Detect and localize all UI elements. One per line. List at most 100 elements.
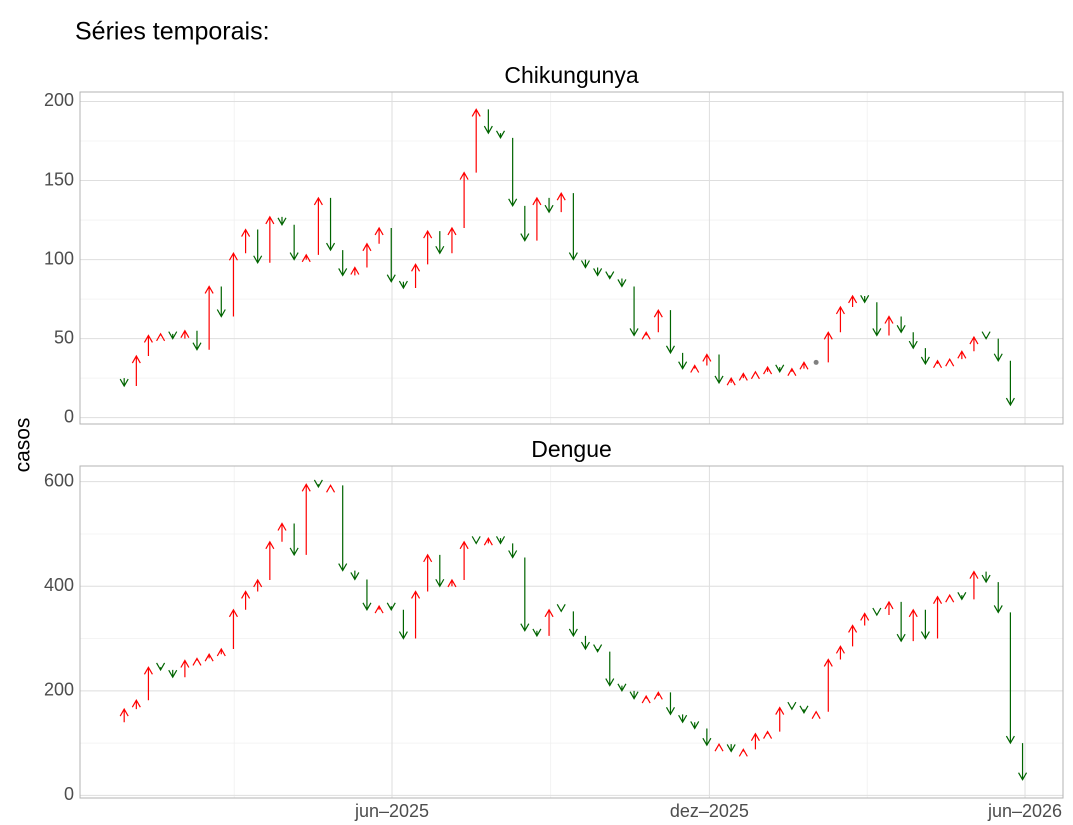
arrow-up	[763, 365, 773, 375]
arrow-up	[823, 331, 833, 363]
x-tick-label: dez–2025	[670, 801, 749, 821]
arrow-down	[338, 485, 348, 572]
arrow-down	[605, 651, 615, 687]
arrow-up	[750, 370, 760, 380]
panel-border	[79, 465, 1064, 799]
arrow-up	[228, 252, 238, 317]
arrow-up	[860, 612, 870, 626]
arrow-down	[471, 536, 481, 545]
arrow-down	[617, 278, 627, 288]
arrow-down	[678, 714, 688, 724]
arrow-down	[993, 338, 1003, 362]
arrow-up	[265, 215, 275, 263]
arrow-down	[629, 690, 639, 700]
arrow-up	[690, 364, 700, 373]
arrow-up	[544, 608, 554, 636]
arrow-down	[508, 543, 518, 559]
arrow-down	[665, 310, 675, 355]
arrow-down	[495, 536, 506, 545]
y-tick-label: 400	[44, 575, 74, 595]
y-tick-label: 50	[54, 327, 74, 347]
arrow-up	[848, 624, 858, 647]
arrow-up	[787, 367, 797, 376]
y-tick-label: 150	[44, 169, 74, 189]
arrow-down	[702, 728, 712, 747]
arrows	[119, 479, 1028, 781]
arrow-up	[884, 315, 894, 336]
arrow-up	[556, 191, 566, 213]
arrow-down	[726, 744, 736, 753]
y-tick-label: 600	[44, 470, 74, 490]
arrow-up	[180, 329, 190, 339]
arrow-down	[872, 302, 882, 337]
arrow-up	[241, 228, 251, 254]
arrow-down	[580, 259, 590, 269]
arrow-up	[908, 608, 918, 642]
arrow-up	[374, 226, 384, 244]
arrow-down	[277, 216, 287, 227]
arrow-down	[289, 523, 299, 557]
arrow-down	[362, 579, 372, 611]
arrow-up	[750, 732, 760, 750]
arrow-down	[520, 557, 530, 632]
arrow-down	[920, 348, 930, 366]
arrow-down	[775, 364, 785, 374]
arrow-down	[605, 271, 615, 280]
arrow-up	[799, 361, 809, 370]
arrow-down	[714, 354, 724, 385]
arrow-up	[714, 742, 724, 752]
arrow-up	[241, 590, 251, 610]
arrow-down	[957, 592, 967, 601]
arrow-up	[726, 376, 736, 386]
arrow-up	[204, 285, 214, 350]
arrow-up	[775, 706, 785, 732]
arrow-up	[823, 658, 833, 712]
y-axis-label: casos	[12, 418, 35, 473]
arrow-up	[131, 699, 141, 710]
arrow-up	[459, 171, 469, 228]
arrow-down	[544, 197, 554, 214]
arrow-up	[216, 647, 226, 657]
arrow-down	[508, 137, 518, 208]
arrow-down	[483, 109, 493, 135]
x-tick-label: jun–2026	[987, 801, 1062, 821]
arrow-up	[641, 331, 651, 340]
arrow-up	[835, 305, 845, 333]
panel-border	[79, 91, 1064, 425]
arrow-up	[447, 226, 457, 254]
arrow-down	[520, 205, 530, 242]
arrow-down	[920, 609, 930, 640]
arrow-up	[969, 335, 979, 352]
y-tick-label: 200	[44, 680, 74, 700]
panel-title: Dengue	[531, 436, 612, 462]
arrow-down	[568, 611, 578, 638]
arrow-down	[386, 602, 396, 611]
arrow-down	[398, 280, 408, 290]
arrow-down	[398, 609, 408, 640]
arrow-up	[653, 308, 663, 333]
arrow-down	[495, 130, 506, 140]
arrow-down	[665, 692, 675, 716]
arrow-up	[143, 334, 153, 357]
arrow-down	[872, 607, 882, 617]
y-tick-label: 0	[64, 406, 74, 426]
arrow-up	[119, 707, 129, 723]
arrow-down	[119, 378, 129, 388]
arrow-down	[981, 571, 991, 584]
arrow-down	[338, 250, 348, 277]
arrow-down	[580, 635, 590, 651]
arrow-down	[860, 294, 870, 304]
arrow-up	[192, 657, 202, 666]
arrow-down	[896, 601, 906, 643]
arrow-down	[156, 662, 166, 672]
arrow-down	[556, 604, 566, 613]
arrow-up	[884, 600, 894, 616]
arrow-up	[763, 730, 773, 739]
arrow-up	[738, 372, 748, 381]
arrow-up	[957, 350, 967, 360]
arrow-up	[204, 653, 214, 662]
arrow-down	[1005, 360, 1015, 407]
arrow-up	[423, 553, 433, 592]
arrow-up	[933, 595, 943, 639]
arrow-up	[277, 522, 287, 542]
